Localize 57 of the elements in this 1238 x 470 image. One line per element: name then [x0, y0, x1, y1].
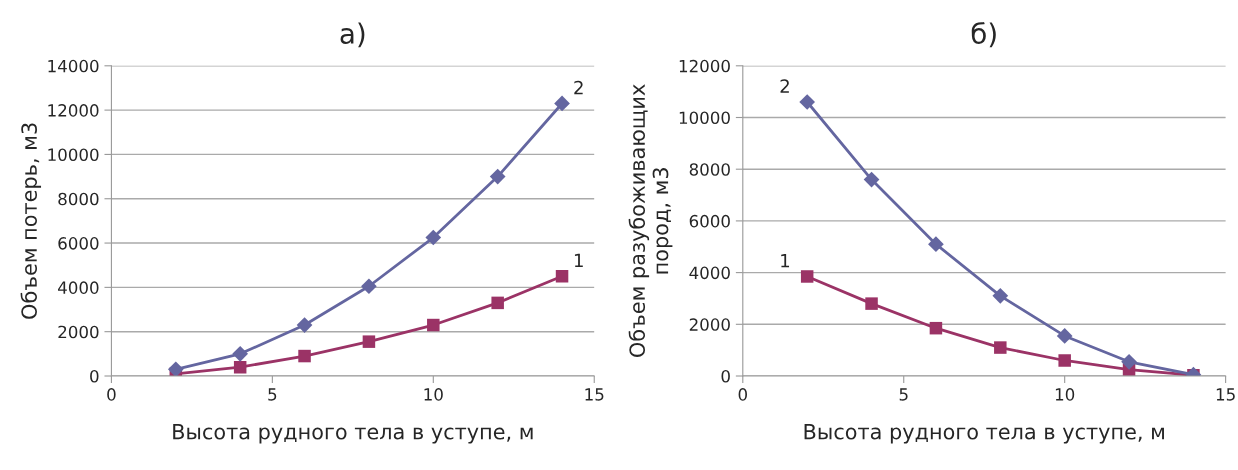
- y-tick-label: 12000: [679, 59, 730, 73]
- point: [296, 317, 313, 333]
- x-tick-label: 15: [585, 388, 604, 401]
- x-axis-title: Высота рудного тела в уступе, м: [804, 424, 1164, 444]
- y-tick-label: 4000: [58, 281, 99, 294]
- point: [1121, 353, 1137, 370]
- y-tick-label: 2000: [689, 318, 730, 331]
- point: [554, 95, 570, 112]
- series-label: 1: [574, 253, 583, 267]
- y-tick-label: 6000: [689, 214, 730, 228]
- point: [425, 229, 442, 246]
- x-tick-label: 10: [424, 388, 443, 401]
- x-tick-label: 5: [268, 388, 277, 401]
- point: [865, 297, 878, 310]
- point: [1058, 354, 1071, 367]
- point: [298, 349, 311, 363]
- point: [863, 171, 880, 188]
- y-axis-title: Объем разубоживающих пород, м3: [628, 84, 673, 357]
- y-tick-label: 4000: [689, 266, 730, 280]
- point: [994, 341, 1007, 354]
- x-tick-label: 15: [1216, 388, 1235, 401]
- point: [491, 296, 504, 310]
- y-tick-label: 0: [721, 369, 730, 383]
- y-tick-label: 10000: [48, 148, 99, 161]
- series-label: 1: [781, 254, 790, 268]
- x-axis-title: Высота рудного тела в уступе, м: [173, 424, 533, 444]
- y-tick-label: 12000: [48, 104, 99, 117]
- y-tick-label: 14000: [48, 59, 99, 73]
- point: [167, 361, 184, 376]
- y-tick-label: 0: [90, 369, 99, 383]
- y-axis-title: Объем потерь, м3: [20, 123, 42, 319]
- y-tick-label: 10000: [679, 111, 730, 125]
- point: [800, 270, 814, 283]
- point: [555, 270, 569, 283]
- point: [929, 321, 943, 335]
- y-tick-label: 8000: [689, 163, 730, 176]
- point: [928, 236, 944, 253]
- point: [1056, 328, 1073, 344]
- chart-title: а): [340, 22, 365, 48]
- x-tick-label: 5: [899, 388, 908, 401]
- x-tick-label: 0: [107, 388, 116, 401]
- x-tick-label: 0: [738, 388, 747, 401]
- y-tick-label: 6000: [58, 237, 99, 250]
- series-label: 2: [574, 80, 583, 95]
- point: [362, 335, 376, 348]
- point: [232, 345, 249, 362]
- chart-title: б): [971, 22, 996, 48]
- point: [799, 94, 816, 110]
- y-tick-label: 8000: [58, 192, 99, 206]
- y-tick-label: 2000: [58, 325, 99, 339]
- point: [361, 278, 377, 295]
- point: [992, 288, 1009, 304]
- point: [489, 168, 506, 185]
- point: [427, 318, 440, 332]
- x-tick-label: 10: [1055, 388, 1075, 401]
- series-label: 2: [780, 79, 789, 93]
- point: [233, 360, 247, 374]
